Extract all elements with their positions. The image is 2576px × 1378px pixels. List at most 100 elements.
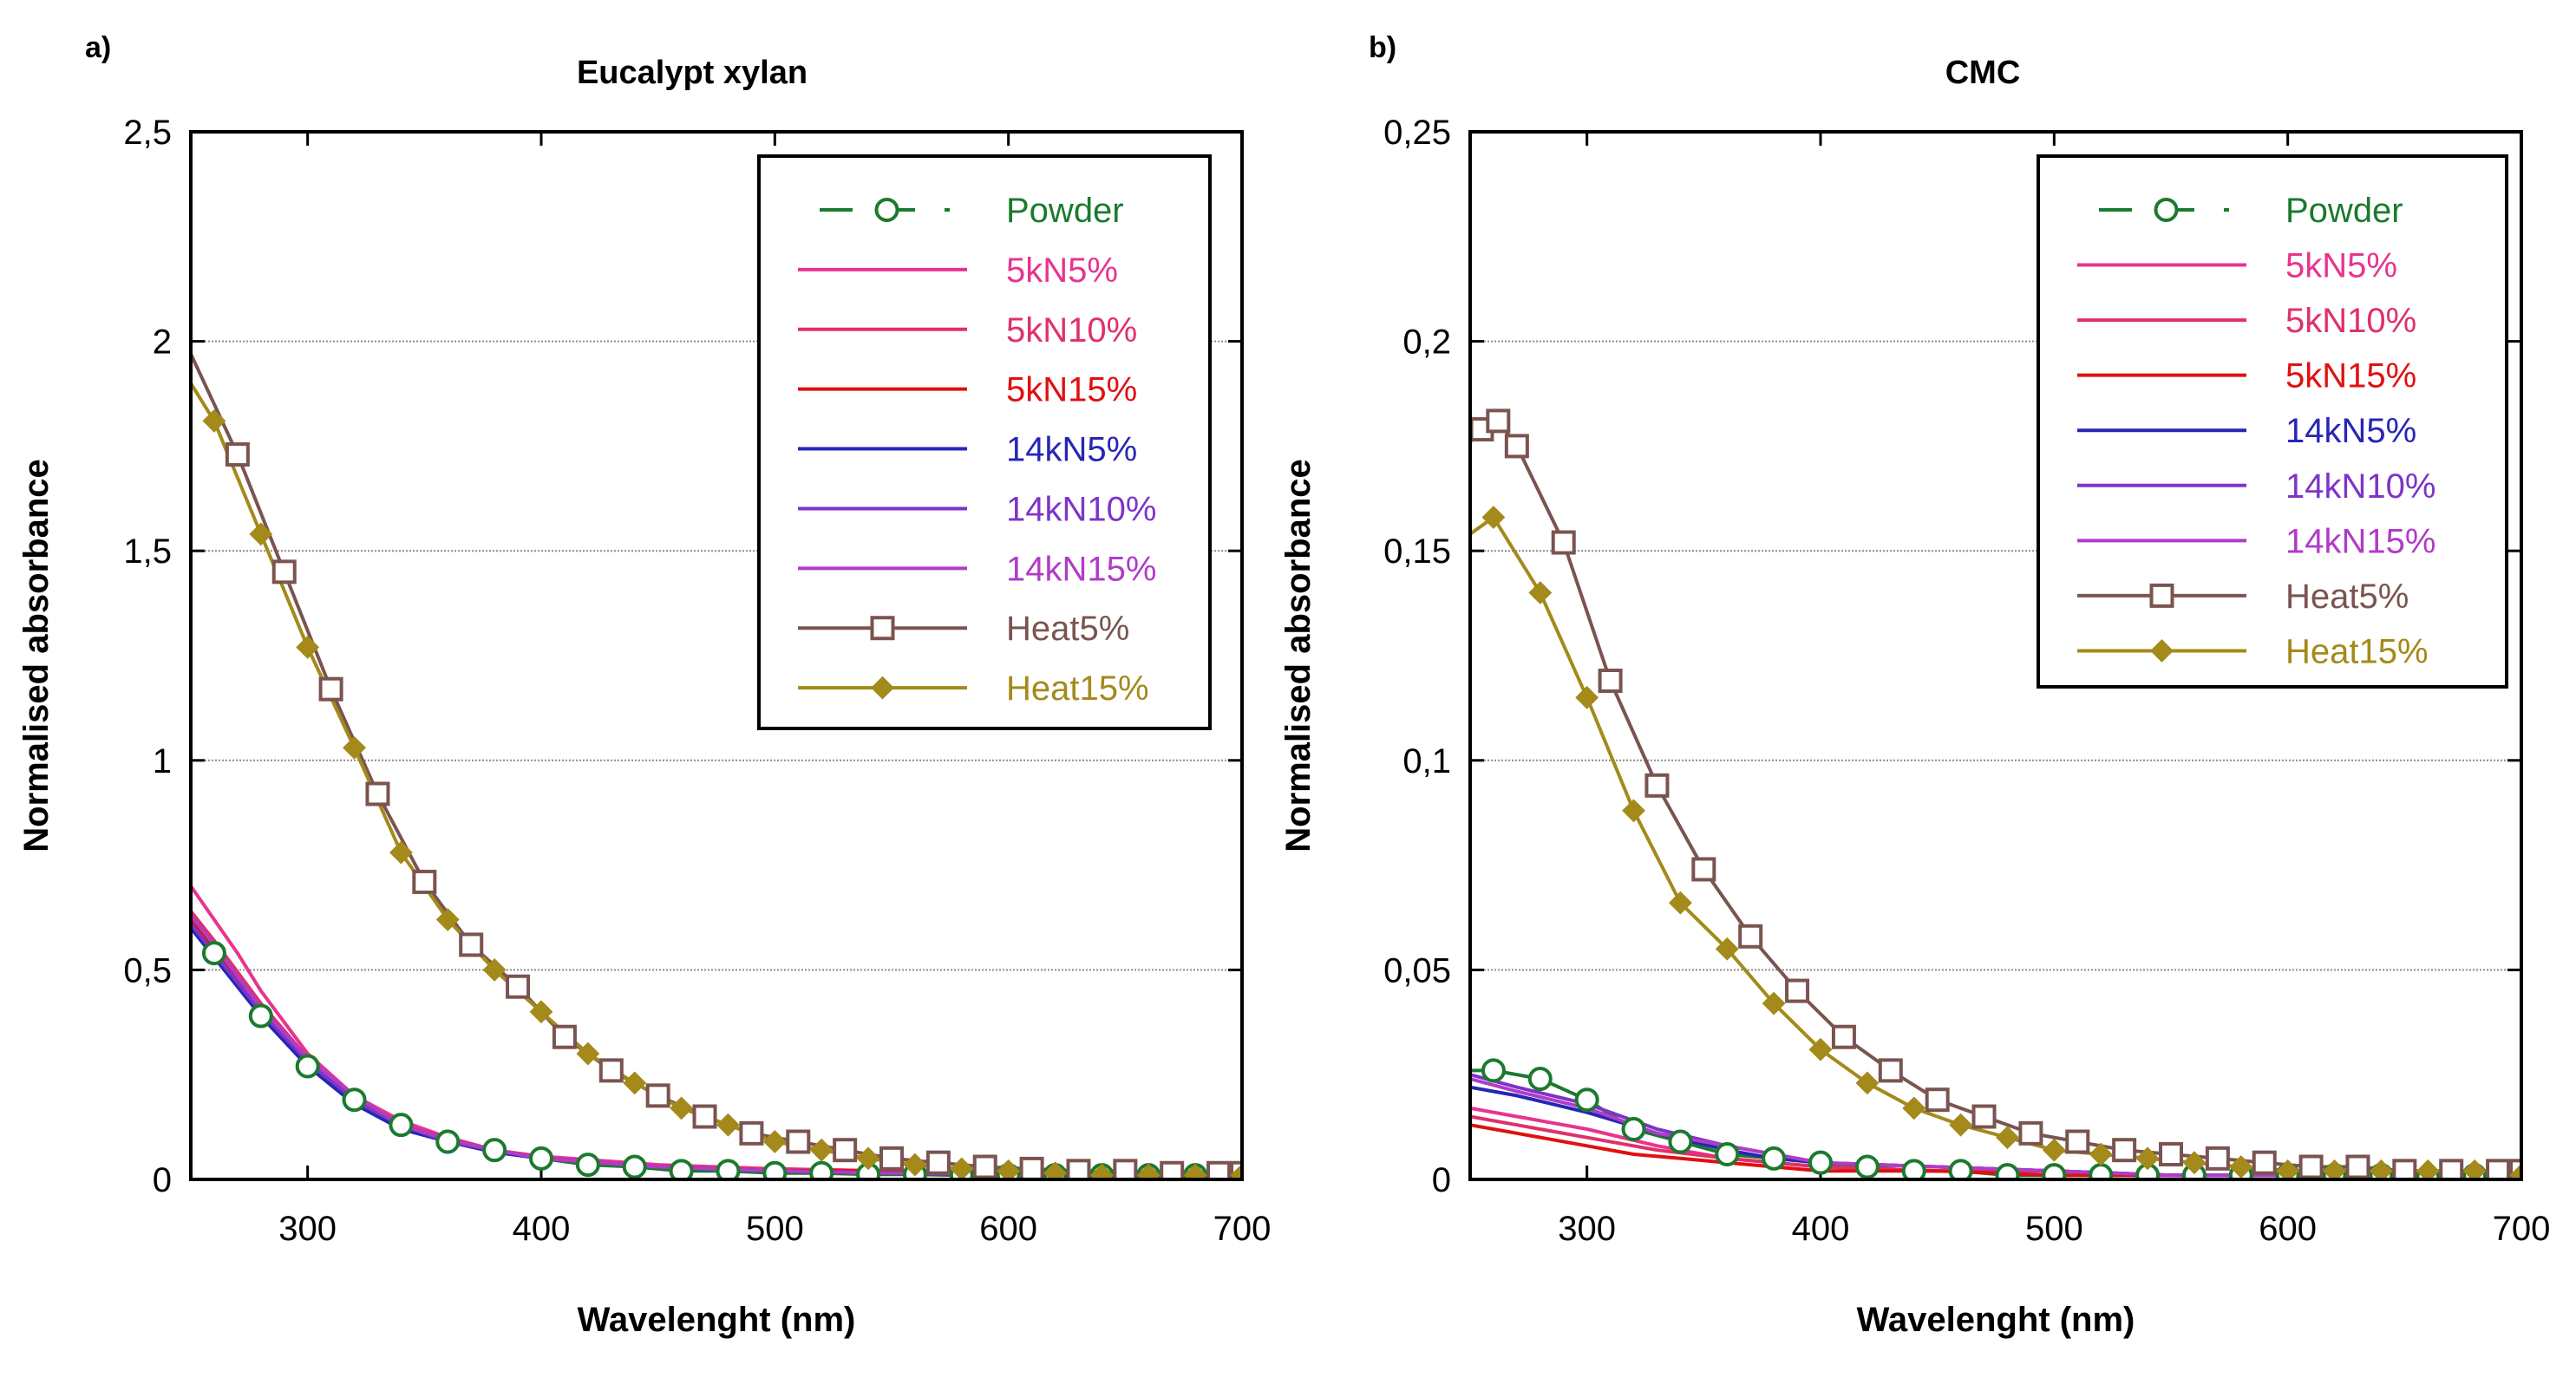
series-line-14kn10pct <box>191 922 1242 1178</box>
x-axis-title: Wavelenght (nm) <box>1857 1301 2135 1339</box>
data-point-heat15pct <box>1575 685 1599 709</box>
data-point-powder <box>669 1159 694 1179</box>
y-tick-label: 1 <box>153 742 172 780</box>
data-point-powder <box>1621 1117 1646 1142</box>
chart-title: CMC <box>1945 55 2021 91</box>
data-point-heat5pct <box>1971 1104 1997 1129</box>
data-point-powder <box>435 1129 461 1154</box>
legend-label-5kn15pct: 5kN15% <box>1006 371 1137 409</box>
x-tick-label: 300 <box>278 1210 337 1248</box>
data-point-heat15pct <box>389 840 413 865</box>
x-tick-label: 400 <box>1792 1210 1850 1248</box>
data-point-heat15pct <box>1043 1161 1067 1179</box>
plot-frame <box>1468 130 2523 1181</box>
data-point-heat5pct <box>1504 434 1529 459</box>
data-point-powder <box>1762 1146 1787 1171</box>
data-point-heat15pct <box>2369 1159 2393 1179</box>
legend-label-5kn10pct: 5kN10% <box>1006 311 1137 349</box>
y-axis-title: Normalised absorbance <box>17 459 56 852</box>
data-point-heat5pct <box>1785 978 1810 1003</box>
series-layer <box>1470 408 2521 1179</box>
data-point-heat15pct <box>1136 1163 1161 1179</box>
data-point-powder <box>1854 1154 1880 1179</box>
data-point-heat5pct <box>739 1120 764 1146</box>
y-tick-label: 0,5 <box>123 951 172 989</box>
data-point-powder <box>1901 1159 1926 1179</box>
series-line-5kn5pct <box>191 885 1242 1175</box>
data-point-heat5pct <box>2298 1154 2324 1179</box>
legend-box <box>757 154 1212 730</box>
x-tick-label: 300 <box>1558 1210 1616 1248</box>
y-tick-label: 0,15 <box>1383 532 1451 571</box>
y-axis-title: Normalised absorbance <box>1279 459 1317 852</box>
y-tick-label: 1,5 <box>123 532 172 571</box>
data-point-heat15pct <box>2509 1163 2521 1179</box>
data-point-powder <box>389 1113 414 1138</box>
data-point-heat5pct <box>1486 408 1511 434</box>
data-point-heat15pct <box>1089 1163 1114 1179</box>
data-point-heat5pct <box>2392 1159 2417 1179</box>
data-point-heat15pct <box>482 957 507 982</box>
y-tick-label: 2,5 <box>123 114 172 152</box>
data-point-powder <box>1481 1058 1506 1083</box>
legend-label-14kn10pct: 14kN10% <box>2285 467 2435 506</box>
legend-marker-powder <box>2154 198 2179 222</box>
data-point-heat15pct <box>435 908 460 931</box>
data-point-heat5pct <box>1598 668 1623 693</box>
legend-label-powder: Powder <box>1006 192 1124 230</box>
data-point-heat5pct <box>506 974 531 999</box>
data-point-heat15pct <box>1715 937 1739 961</box>
data-point-heat5pct <box>271 559 297 585</box>
data-point-heat15pct <box>1855 1071 1880 1095</box>
x-tick-label: 500 <box>746 1210 804 1248</box>
data-point-powder <box>248 1003 273 1029</box>
data-point-heat15pct <box>1996 1126 2019 1150</box>
data-point-heat5pct <box>2112 1138 2137 1163</box>
data-point-heat5pct <box>598 1058 624 1083</box>
data-point-powder <box>529 1146 553 1171</box>
data-point-powder <box>622 1154 647 1179</box>
data-point-heat15pct <box>1481 506 1506 529</box>
legend-marker-heat15pct <box>871 676 894 700</box>
data-point-heat15pct <box>202 408 226 433</box>
data-point-powder <box>1668 1129 1693 1154</box>
data-point-heat5pct <box>1551 530 1576 555</box>
data-point-heat5pct <box>1925 1087 1950 1113</box>
chart-panel-a: a) Eucalypt xylan 0 0,5 1 1,5 2 2,5 300 400 500 600… <box>17 31 1271 1339</box>
data-point-heat5pct <box>1066 1159 1091 1179</box>
data-point-heat5pct <box>2439 1159 2464 1179</box>
data-point-powder <box>1527 1067 1553 1092</box>
x-tick-label: 700 <box>2493 1210 2551 1248</box>
data-point-heat15pct <box>809 1138 834 1162</box>
panel-label: b) <box>1369 31 1396 64</box>
x-tick-label: 600 <box>2259 1210 2317 1248</box>
data-point-heat15pct <box>1808 1037 1833 1061</box>
data-point-heat15pct <box>997 1159 1021 1179</box>
series-line-5kn10pct <box>191 910 1242 1178</box>
data-point-heat5pct <box>1738 924 1763 949</box>
data-point-heat5pct <box>1644 773 1670 798</box>
data-point-heat15pct <box>856 1146 880 1171</box>
series-layer <box>191 353 1242 1179</box>
data-point-heat15pct <box>1230 1163 1242 1179</box>
legend-label-heat15pct: Heat15% <box>1006 669 1149 708</box>
x-tick-label: 600 <box>979 1210 1037 1248</box>
chart-panel-b: b) CMC 0 0,05 0,1 0,15 0,2 0,25 300 400 500 600 700 W… <box>1279 31 2550 1339</box>
data-point-heat5pct <box>225 442 250 467</box>
data-point-heat5pct <box>459 932 484 957</box>
data-point-heat15pct <box>623 1071 647 1095</box>
chart-title: Eucalypt xylan <box>577 55 807 91</box>
legend-marker-powder <box>874 198 899 222</box>
panel-label: a) <box>85 31 111 64</box>
legend-marker-heat15pct <box>2150 639 2174 663</box>
data-point-heat15pct <box>1668 891 1692 915</box>
legend-label-heat5pct: Heat5% <box>1006 610 1129 648</box>
data-point-heat15pct <box>2182 1151 2207 1175</box>
series-line-14kn15pct <box>191 914 1242 1178</box>
data-point-heat15pct <box>903 1153 927 1177</box>
data-point-heat15pct <box>249 522 273 546</box>
data-point-heat5pct <box>1831 1024 1856 1049</box>
y-tick-label: 0 <box>153 1161 172 1199</box>
x-axis-title: Wavelenght (nm) <box>578 1301 856 1339</box>
